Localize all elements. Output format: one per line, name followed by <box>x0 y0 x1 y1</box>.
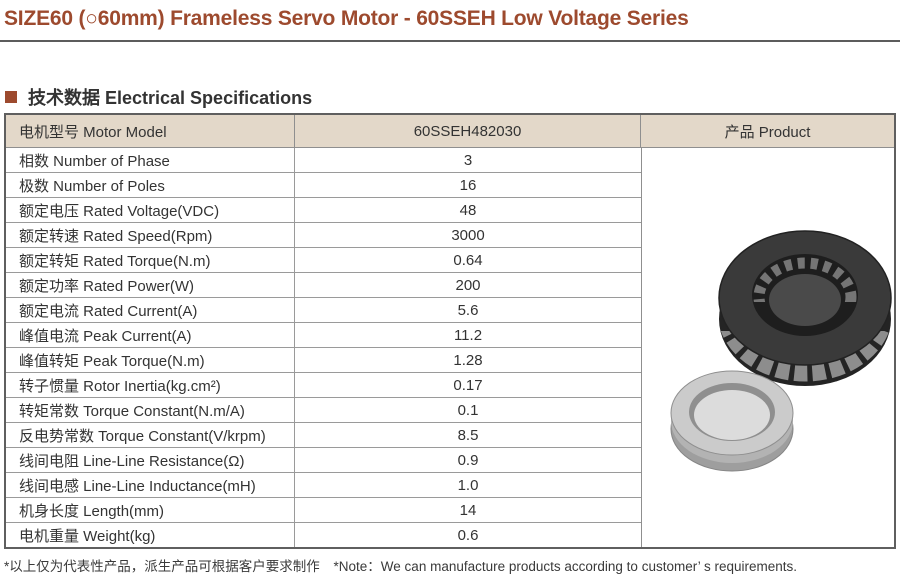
table-row: 极数 Number of Poles 16 <box>6 173 641 198</box>
header-model-number: 60SSEH482030 <box>295 115 641 147</box>
rotor-ring <box>670 370 794 472</box>
stator-ring <box>718 230 892 386</box>
footnote-chinese: *以上仅为代表性产品，派生产品可根据客户要求制作 <box>4 559 320 574</box>
spec-value: 11.2 <box>453 326 483 344</box>
spec-label: 线间电感 Line-Line Inductance(mH) <box>6 473 295 497</box>
spec-label: 额定功率 Rated Power(W) <box>6 273 295 297</box>
spec-label: 额定电流 Rated Current(A) <box>6 298 295 322</box>
spec-value: 14 <box>459 501 477 519</box>
spec-value: 0.64 <box>453 251 483 269</box>
spec-value: 48 <box>459 201 477 219</box>
table-row: 额定转矩 Rated Torque(N.m) 0.64 <box>6 248 641 273</box>
spec-label: 额定电压 Rated Voltage(VDC) <box>6 198 295 222</box>
table-row: 峰值电流 Peak Current(A) 11.2 <box>6 323 641 348</box>
spec-label: 峰值电流 Peak Current(A) <box>6 323 295 347</box>
table-row: 额定转速 Rated Speed(Rpm) 3000 <box>6 223 641 248</box>
spec-value: 200 <box>455 276 481 294</box>
page-title: SIZE60 (○60mm) Frameless Servo Motor - 6… <box>4 7 689 30</box>
stator-rotor-image <box>670 230 892 472</box>
spec-table: 电机型号 Motor Model 60SSEH482030 产品 Product… <box>4 113 896 549</box>
spec-value: 1.28 <box>453 351 483 369</box>
table-row: 峰值转矩 Peak Torque(N.m) 1.28 <box>6 348 641 373</box>
spec-value: 0.1 <box>457 401 479 419</box>
spec-label: 转矩常数 Torque Constant(N.m/A) <box>6 398 295 422</box>
table-row: 机身长度 Length(mm) 14 <box>6 498 641 523</box>
table-row: 额定功率 Rated Power(W) 200 <box>6 273 641 298</box>
spec-value: 16 <box>459 176 477 194</box>
spec-value: 5.6 <box>457 301 479 319</box>
table-row: 线间电感 Line-Line Inductance(mH) 1.0 <box>6 473 641 498</box>
spec-label: 峰值转矩 Peak Torque(N.m) <box>6 348 295 372</box>
product-image-cell <box>642 148 894 547</box>
footnote: *以上仅为代表性产品，派生产品可根据客户要求制作 *Note：We can ma… <box>4 555 797 575</box>
spec-value: 3 <box>463 151 473 169</box>
spec-value: 0.6 <box>457 526 479 544</box>
spec-label: 额定转速 Rated Speed(Rpm) <box>6 223 295 247</box>
spec-label: 机身长度 Length(mm) <box>6 498 295 522</box>
spec-label: 线间电阻 Line-Line Resistance(Ω) <box>6 448 295 472</box>
spec-value: 3000 <box>451 226 485 244</box>
header-motor-model: 电机型号 Motor Model <box>6 115 295 147</box>
table-row: 转子惯量 Rotor Inertia(kg.cm²) 0.17 <box>6 373 641 398</box>
spec-label: 极数 Number of Poles <box>6 173 295 197</box>
footnote-english: *Note：We can manufacture products accord… <box>333 559 797 574</box>
table-row: 相数 Number of Phase 3 <box>6 148 641 173</box>
spec-value: 1.0 <box>457 476 479 494</box>
spec-label: 转子惯量 Rotor Inertia(kg.cm²) <box>6 373 295 397</box>
header-product: 产品 Product <box>724 123 811 141</box>
spec-rows: 相数 Number of Phase 3 极数 Number of Poles … <box>6 148 642 547</box>
section-title: 技术数据 Electrical Specifications <box>28 88 313 108</box>
table-row: 额定电流 Rated Current(A) 5.6 <box>6 298 641 323</box>
spec-label: 相数 Number of Phase <box>6 148 295 172</box>
table-row: 转矩常数 Torque Constant(N.m/A) 0.1 <box>6 398 641 423</box>
section-header: 技术数据 Electrical Specifications <box>5 84 312 110</box>
table-row: 额定电压 Rated Voltage(VDC) 48 <box>6 198 641 223</box>
table-row: 线间电阻 Line-Line Resistance(Ω) 0.9 <box>6 448 641 473</box>
table-row: 电机重量 Weight(kg) 0.6 <box>6 523 641 547</box>
spec-value: 0.9 <box>457 451 479 469</box>
table-header-row: 电机型号 Motor Model 60SSEH482030 产品 Product <box>6 115 894 148</box>
section-bullet-icon <box>5 91 17 103</box>
spec-label: 额定转矩 Rated Torque(N.m) <box>6 248 295 272</box>
title-divider <box>0 40 900 42</box>
spec-label: 电机重量 Weight(kg) <box>6 523 295 547</box>
table-body: 相数 Number of Phase 3 极数 Number of Poles … <box>6 148 894 547</box>
spec-value: 0.17 <box>453 376 483 394</box>
spec-value: 8.5 <box>457 426 479 444</box>
spec-label: 反电势常数 Torque Constant(V/krpm) <box>6 423 295 447</box>
table-row: 反电势常数 Torque Constant(V/krpm) 8.5 <box>6 423 641 448</box>
